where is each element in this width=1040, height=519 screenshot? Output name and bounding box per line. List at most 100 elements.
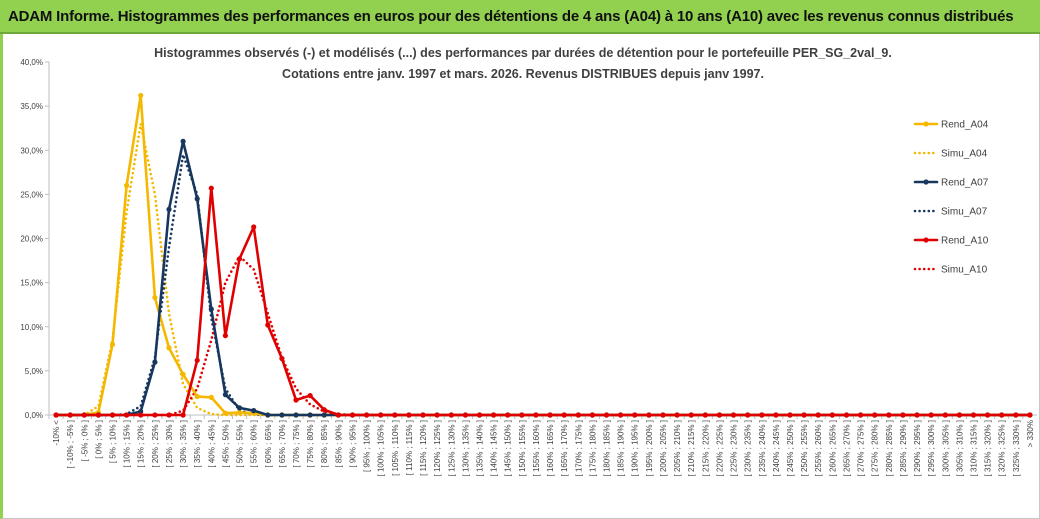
- legend-label-rend-a10: Rend_A10: [941, 236, 989, 247]
- x-tick-label: -10% <: [52, 420, 61, 446]
- legend-label-simu-a04: Simu_A04: [941, 149, 988, 160]
- y-tick-label: 25,0%: [20, 190, 43, 199]
- point-rend-a10: [886, 412, 892, 418]
- x-tick-label: [ 265% ; 270% ]: [842, 420, 851, 476]
- x-tick-label: [ 285% ; 290% ]: [899, 420, 908, 476]
- x-tick-label: > 330%: [1026, 420, 1035, 447]
- x-tick-label: [ 80% ; 85% ]: [320, 420, 329, 468]
- point-rend-a10: [378, 412, 384, 418]
- point-rend-a07: [307, 412, 313, 418]
- x-tick-label: [ 310% ; 315% ]: [969, 420, 978, 476]
- x-tick-label: [ 40% ; 45% ]: [207, 420, 216, 468]
- chart-title: Histogrammes observés (-) et modélisés (…: [154, 46, 892, 60]
- legend-marker-rend-a10: [923, 237, 929, 243]
- point-rend-a10: [561, 412, 567, 418]
- point-rend-a10: [194, 357, 200, 363]
- legend-label-rend-a07: Rend_A07: [941, 178, 989, 189]
- point-rend-a10: [81, 412, 87, 418]
- point-rend-a10: [575, 412, 581, 418]
- x-tick-label: [ 20% ; 25% ]: [151, 420, 160, 468]
- point-rend-a10: [491, 412, 497, 418]
- x-tick-label: [ 315% ; 320% ]: [984, 420, 993, 476]
- point-rend-a10: [476, 412, 483, 418]
- point-rend-a10: [646, 412, 652, 418]
- x-tick-label: [ 235% ; 240% ]: [758, 420, 767, 476]
- point-rend-a10: [716, 412, 723, 418]
- x-tick-label: [ 60% ; 65% ]: [264, 420, 273, 468]
- point-rend-a07: [152, 359, 158, 365]
- x-tick-label: [ 305% ; 310% ]: [955, 420, 964, 476]
- x-tick-label: [ 135% ; 140% ]: [475, 420, 484, 476]
- x-tick-label: [ 0% ; 5% ]: [94, 420, 103, 459]
- point-rend-a10: [928, 412, 934, 418]
- x-tick-label: [ 165% ; 170% ]: [560, 420, 569, 476]
- point-rend-a04: [109, 341, 116, 347]
- x-tick-label: [ 160% ; 165% ]: [546, 420, 555, 476]
- legend-marker-rend-a04: [923, 121, 929, 127]
- x-tick-label: [ 270% ; 275% ]: [857, 420, 866, 476]
- point-rend-a07: [222, 392, 228, 398]
- x-tick-label: [ 110% ; 115% ]: [405, 420, 414, 475]
- point-rend-a10: [392, 412, 398, 418]
- x-tick-label: [ 130% ; 135% ]: [461, 420, 470, 476]
- point-rend-a10: [787, 412, 793, 418]
- point-rend-a10: [688, 412, 694, 418]
- point-rend-a04: [138, 92, 144, 99]
- x-tick-label: [ 220% ; 225% ]: [715, 420, 724, 476]
- point-rend-a10: [942, 412, 948, 418]
- y-tick-label: 0,0%: [25, 411, 43, 420]
- point-rend-a10: [505, 412, 511, 418]
- point-rend-a07: [180, 138, 186, 144]
- point-rend-a10: [1013, 412, 1019, 418]
- point-rend-a10: [279, 355, 285, 362]
- x-tick-label: [ 255% ; 260% ]: [814, 420, 823, 476]
- point-rend-a10: [180, 412, 186, 418]
- point-rend-a10: [166, 412, 172, 418]
- x-tick-label: [ 290% ; 295% ]: [913, 420, 922, 476]
- x-tick-label: [ 140% ; 145% ]: [490, 420, 499, 476]
- x-tick-label: [ 120% ; 125% ]: [433, 420, 442, 476]
- x-tick-label: [ 155% ; 160% ]: [532, 420, 541, 476]
- point-rend-a10: [999, 412, 1005, 418]
- series-line-rend-a04: [54, 94, 1032, 417]
- x-tick-label: [ 25% ; 30% ]: [165, 420, 174, 468]
- x-tick-label: [ 115% ; 120% ]: [419, 420, 428, 476]
- x-tick-label: [ 190% ; 195% ]: [631, 420, 640, 476]
- x-tick-label: [ -5% ; 0% ]: [80, 420, 89, 461]
- chart-frame: Histogrammes observés (-) et modélisés (…: [0, 34, 1040, 519]
- point-rend-a07: [194, 196, 200, 202]
- x-tick-label: [ 75% ; 80% ]: [306, 420, 315, 468]
- x-tick-label: [ 245% ; 250% ]: [786, 420, 795, 476]
- point-rend-a10: [1027, 412, 1033, 418]
- x-tick-label: [ 150% ; 155% ]: [518, 420, 527, 476]
- point-rend-a10: [67, 412, 73, 418]
- x-tick-label: [ 10% ; 15% ]: [123, 420, 132, 468]
- x-tick-label: [ 15% ; 20% ]: [137, 420, 146, 468]
- point-rend-a10: [265, 322, 271, 328]
- point-rend-a07: [208, 306, 214, 312]
- x-tick-label: [ 105% ; 110% ]: [391, 420, 400, 476]
- legend-label-simu-a07: Simu_A07: [941, 207, 988, 218]
- point-rend-a10: [109, 412, 116, 418]
- point-rend-a10: [603, 412, 610, 418]
- point-rend-a04: [166, 345, 172, 351]
- point-rend-a07: [236, 405, 243, 411]
- point-rend-a10: [914, 412, 920, 418]
- x-tick-label: [ 185% ; 190% ]: [617, 420, 626, 476]
- point-rend-a10: [985, 412, 991, 418]
- x-tick-label: [ 215% ; 220% ]: [701, 420, 710, 476]
- x-tick-label: [ 195% ; 200% ]: [645, 420, 654, 476]
- x-tick-label: [ 260% ; 265% ]: [828, 420, 837, 476]
- point-rend-a10: [702, 412, 708, 418]
- x-tick-label: [ 320% ; 325% ]: [998, 420, 1007, 476]
- x-tick-label: [ 205% ; 210% ]: [673, 420, 682, 476]
- point-rend-a07: [166, 206, 172, 212]
- point-rend-a10: [872, 412, 878, 418]
- point-rend-a10: [843, 412, 850, 418]
- point-rend-a10: [138, 412, 144, 418]
- point-rend-a10: [335, 412, 341, 418]
- y-tick-label: 10,0%: [20, 323, 43, 332]
- point-rend-a10: [759, 412, 765, 418]
- x-tick-label: [ 90% ; 95% ]: [348, 420, 357, 468]
- point-rend-a10: [53, 412, 59, 418]
